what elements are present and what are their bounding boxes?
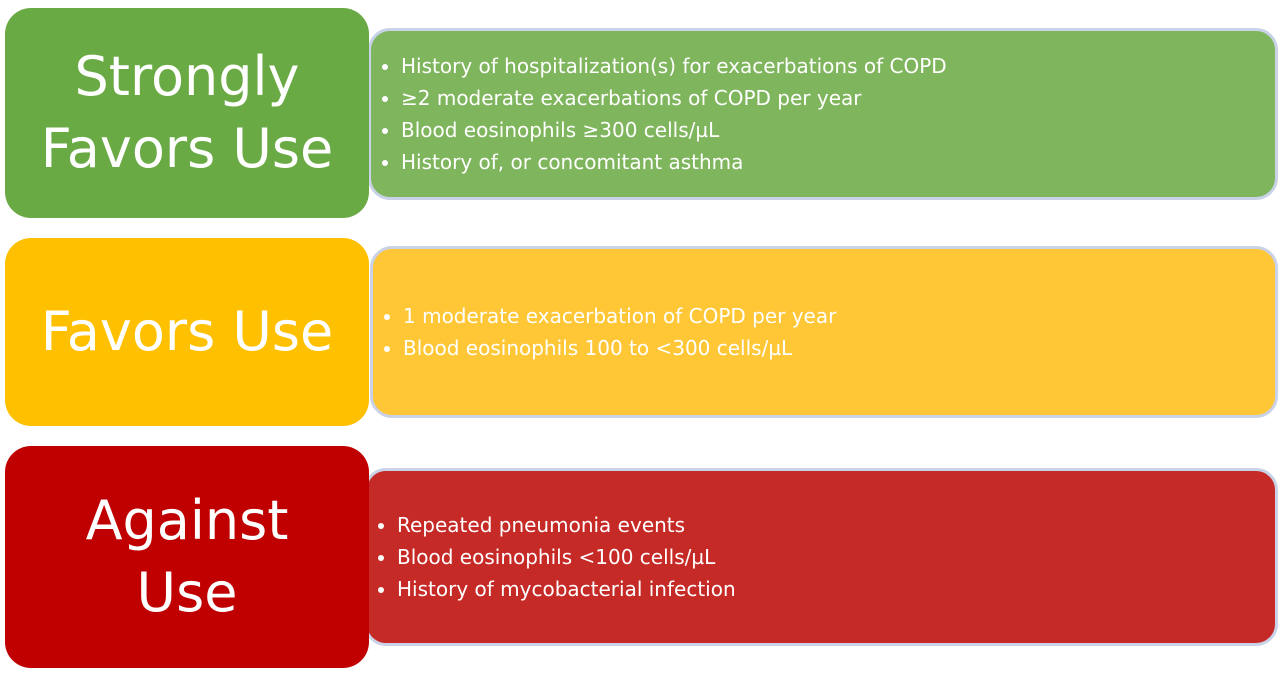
label-box: Favors Use	[5, 238, 369, 426]
bullet-item: History of hospitalization(s) for exacer…	[401, 50, 1275, 82]
label-text: Use	[136, 561, 238, 624]
label-text: Against	[85, 489, 289, 552]
content-box: 1 moderate exacerbation of COPD per year…	[370, 246, 1278, 418]
bullet-item: Blood eosinophils 100 to <300 cells/µL	[403, 332, 1275, 364]
label-box: Against Use	[5, 446, 369, 668]
label-text: Favors Use	[40, 300, 334, 363]
label-box: Strongly Favors Use	[5, 8, 369, 218]
content-box: History of hospitalization(s) for exacer…	[368, 28, 1278, 200]
bullet-list: Repeated pneumonia eventsBlood eosinophi…	[367, 509, 1275, 605]
bullet-item: History of, or concomitant asthma	[401, 146, 1275, 178]
label-text: Favors Use	[40, 117, 334, 180]
bullet-item: History of mycobacterial infection	[397, 573, 1275, 605]
bullet-item: 1 moderate exacerbation of COPD per year	[403, 300, 1275, 332]
bullet-item: Blood eosinophils ≥300 cells/µL	[401, 114, 1275, 146]
label-text: Strongly	[74, 45, 300, 108]
content-box: Repeated pneumonia eventsBlood eosinophi…	[364, 468, 1278, 646]
bullet-item: ≥2 moderate exacerbations of COPD per ye…	[401, 82, 1275, 114]
bullet-item: Blood eosinophils <100 cells/µL	[397, 541, 1275, 573]
bullet-list: History of hospitalization(s) for exacer…	[371, 50, 1275, 178]
bullet-item: Repeated pneumonia events	[397, 509, 1275, 541]
bullet-list: 1 moderate exacerbation of COPD per year…	[373, 300, 1275, 364]
